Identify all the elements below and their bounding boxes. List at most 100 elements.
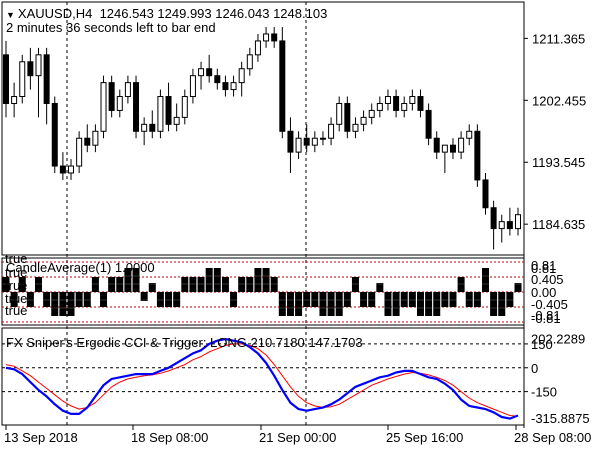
bear-candle-body: [393, 96, 400, 111]
ssa-histogram-bar: [205, 268, 213, 292]
bull-candle-body: [311, 137, 318, 146]
candle: [35, 47, 42, 118]
cci-level-label: -315.8875: [531, 411, 590, 426]
bear-candle-body: [59, 165, 66, 174]
bull-candle-body: [376, 102, 383, 111]
candle: [303, 124, 310, 153]
bear-candle-body: [449, 144, 456, 153]
candle: [108, 75, 115, 118]
ssa-level-label: 0.405: [531, 272, 564, 287]
candle: [76, 131, 83, 173]
candle: [466, 124, 473, 146]
bull-candle-body: [368, 109, 375, 118]
candle: [490, 200, 497, 250]
time-label: 18 Sep 08:00: [131, 430, 208, 445]
ssa-histogram-bar: [343, 292, 351, 307]
candle: [352, 117, 359, 139]
bear-candle-body: [214, 75, 221, 84]
candle: [222, 75, 229, 97]
symbol-name: XAUUSD,H4: [17, 6, 93, 21]
ssa-histogram-bar: [408, 292, 416, 307]
ssa-level-label: 0.81: [531, 261, 556, 276]
ssa-level-label: -0.81: [531, 308, 561, 323]
ssa-histogram-bar: [514, 283, 522, 292]
candle: [449, 138, 456, 160]
bear-candle-body: [84, 137, 91, 146]
bull-candle-body: [441, 144, 448, 153]
candle: [376, 96, 383, 118]
candle: [214, 68, 221, 90]
bull-candle-body: [19, 61, 26, 98]
bull-candle-body: [181, 96, 188, 118]
price-label: 1184.635: [532, 217, 585, 232]
ssa-histogram-bar: [238, 277, 246, 292]
ssa-histogram-bar: [75, 292, 83, 307]
candle: [206, 54, 213, 83]
bull-candle-body: [384, 96, 391, 104]
candle: [417, 89, 424, 118]
ssa-histogram-bar: [368, 292, 376, 307]
ssa-histogram-bar: [165, 292, 173, 307]
candle: [409, 89, 416, 111]
ssa-histogram-bar: [360, 292, 368, 307]
ssa-histogram-bar: [270, 277, 278, 292]
cci-level-label: 0: [531, 361, 538, 376]
time-label: 13 Sep 2018: [4, 430, 78, 445]
ssa-histogram-bar: [449, 292, 457, 307]
candle: [100, 75, 107, 139]
bull-candle-body: [466, 130, 473, 139]
candle: [271, 27, 278, 48]
candle: [133, 75, 140, 139]
ssa-histogram-bar: [26, 292, 34, 307]
ohlc-values: 1246.543 1249.993 1246.043 1248.103: [99, 6, 328, 21]
candle: [141, 117, 148, 146]
ssa-histogram-bar: [457, 277, 465, 292]
bull-candle-body: [35, 54, 42, 77]
bear-candle-body: [433, 137, 440, 153]
candle: [68, 159, 75, 180]
ssa-histogram-bar: [43, 292, 51, 307]
ssa-histogram-bar: [392, 292, 400, 316]
bear-candle-body: [287, 130, 294, 153]
triangle-down-icon: ▼: [6, 10, 15, 20]
candle: [336, 96, 343, 132]
bear-candle-body: [425, 109, 432, 139]
ssa-level-label: 0.81: [531, 258, 556, 273]
candle: [458, 131, 465, 160]
candle: [3, 40, 9, 118]
bull-candle-body: [360, 116, 367, 125]
ssa-state-label: true: [5, 251, 27, 266]
ssa-state-label: true: [5, 303, 27, 318]
candle: [360, 110, 367, 132]
ssa-histogram-bar: [67, 292, 75, 316]
bull-candle-body: [238, 68, 245, 84]
ssa-state-label: true: [5, 278, 27, 293]
bull-candle-body: [189, 75, 196, 98]
candle: [482, 172, 489, 215]
ssa-histogram-bar: [140, 292, 148, 301]
candle: [515, 207, 521, 236]
bear-candle-body: [482, 179, 489, 209]
bull-candle-body: [198, 68, 205, 77]
ssa-histogram-bar: [465, 292, 473, 307]
bear-candle-body: [506, 221, 513, 230]
ssa-histogram-bar: [295, 292, 303, 316]
ssa-histogram-bar: [83, 292, 91, 307]
ssa-level-label: 0.00: [531, 285, 556, 300]
candle: [84, 124, 91, 153]
candle: [51, 96, 58, 173]
bull-candle-body: [336, 102, 343, 125]
candle: [263, 27, 270, 48]
cci-level-label: 150: [531, 337, 553, 352]
ssa-histogram-bar: [173, 292, 181, 307]
ssa-histogram-bar: [481, 268, 489, 292]
ssa-histogram-bar: [10, 292, 18, 307]
ssa-histogram-bar: [35, 277, 43, 292]
candle: [441, 144, 448, 173]
ssa-histogram-bar: [262, 268, 270, 292]
ssa-histogram-bar: [213, 268, 221, 292]
bear-candle-body: [279, 40, 286, 132]
time-label: 25 Sep 16:00: [386, 430, 463, 445]
candle: [295, 131, 302, 160]
